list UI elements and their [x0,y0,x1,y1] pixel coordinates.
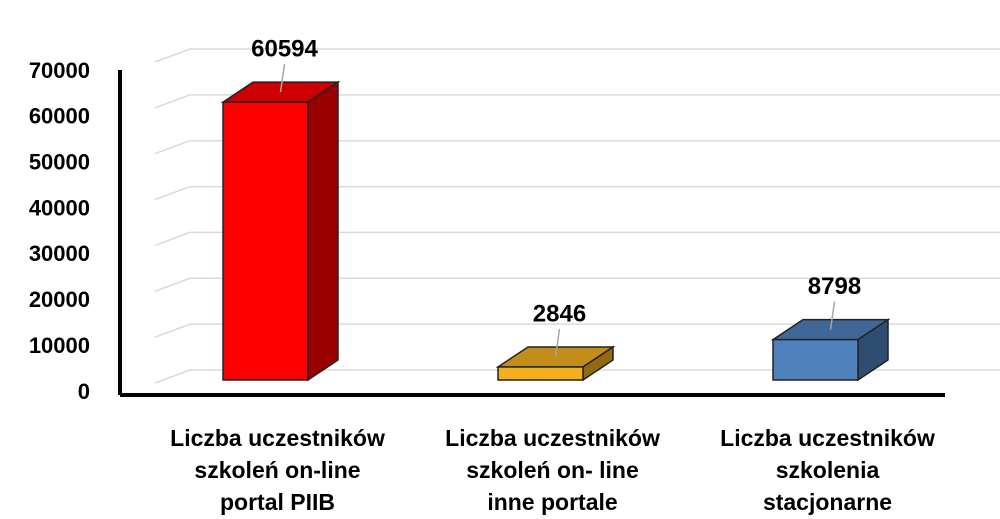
x-tick-label-line: szkoleń on-line [194,457,360,483]
leader-line [829,301,836,330]
y-tick-label: 50000 [29,150,90,175]
y-tick-label: 20000 [29,287,90,312]
y-tick-label: 40000 [29,195,90,220]
x-tick-label-line: portal PIIB [220,489,335,515]
x-tick-label-line: szkolenia [776,457,880,483]
grid-line [154,94,1000,109]
grid-line [154,139,1000,155]
x-tick-label: Liczba uczestników szkoleń on- line inne p… [445,425,660,515]
x-tick-label-line: szkoleń on- line [466,457,639,483]
x-tick-label-line: Liczba uczestników [445,425,660,451]
bar-front [497,366,584,381]
data-label: 60594 [251,35,318,62]
leader-line [279,64,286,93]
bar-side [307,80,339,382]
leader-line [554,328,561,358]
x-tick-label: Liczba uczestników szkoleń on-line portal … [170,425,385,515]
grid-line [154,231,1000,247]
x-tick-label-line: inne portale [487,489,617,515]
y-tick-label: 70000 [29,58,90,83]
grid-line [154,369,1000,384]
x-tick-label-line: Liczba uczestników [720,425,935,451]
y-tick-label: 10000 [29,333,90,358]
data-label: 2846 [533,300,586,327]
bar [220,80,341,382]
y-tick-label: 0 [78,379,90,404]
grid-line [154,323,1000,338]
grid-line [154,185,1000,201]
bar [770,318,891,382]
bar-front [772,338,859,381]
y-tick-label: 30000 [29,241,90,266]
x-tick-label: Liczba uczestników szkolenia stacjonarne [720,425,935,515]
data-label: 8798 [808,273,861,300]
y-tick-label: 60000 [29,104,90,129]
grid-line [154,277,1000,292]
grid-line [154,48,1000,63]
bar-front [222,101,309,381]
x-tick-label-line: stacjonarne [763,489,892,515]
x-tick-label-line: Liczba uczestników [170,425,385,451]
